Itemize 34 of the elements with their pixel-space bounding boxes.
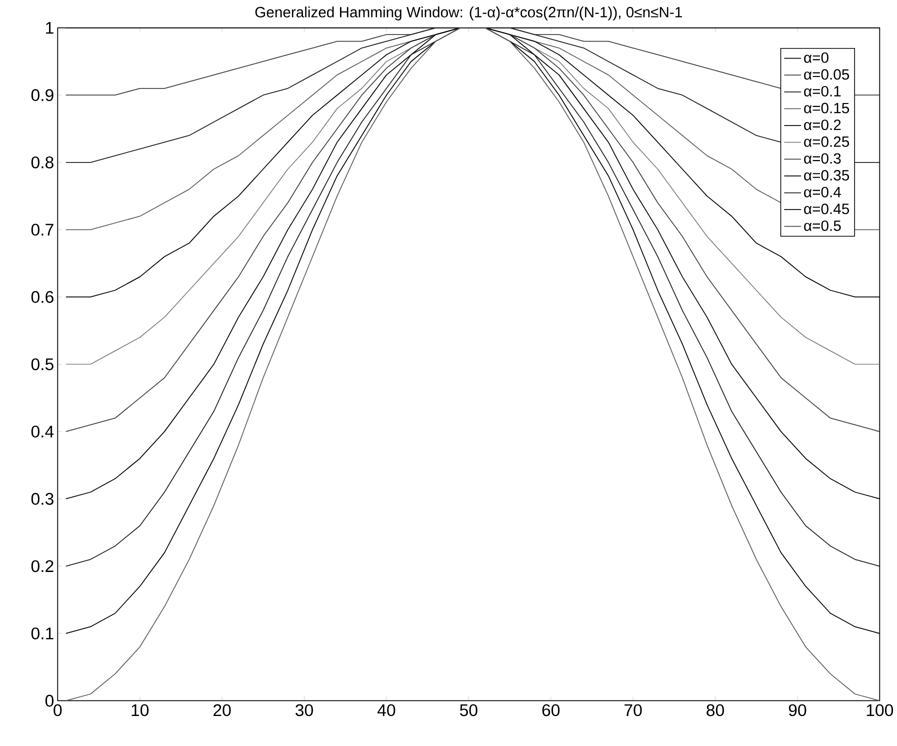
legend-label: α=0.15 xyxy=(804,102,850,114)
legend-label: α=0.2 xyxy=(804,119,841,130)
y-tick-label: 0.3 xyxy=(31,492,54,505)
chart-title: Generalized Hamming Window: (1-α)-α*cos(2πn/(N-1)), 0≤n≤N-1 xyxy=(255,6,682,20)
legend-label: α=0.45 xyxy=(804,203,850,214)
x-tick-label: 100 xyxy=(866,704,894,716)
legend-label: α=0.1 xyxy=(804,86,841,96)
legend-label: α=0.3 xyxy=(804,152,841,164)
x-tick-label: 80 xyxy=(706,704,724,716)
x-tick-label: 70 xyxy=(624,704,642,716)
y-tick-label: 0.9 xyxy=(31,88,54,101)
legend-label: α=0.25 xyxy=(804,136,850,147)
x-tick-label: 90 xyxy=(788,704,806,716)
legend-label: α=0.05 xyxy=(804,68,850,80)
legend-label: α=0.35 xyxy=(804,170,850,180)
y-tick-label: 0.4 xyxy=(31,425,54,438)
y-tick-label: 0.8 xyxy=(31,156,54,168)
y-tick-label: 0 xyxy=(45,694,54,706)
y-tick-label: 0.5 xyxy=(31,358,54,370)
x-tick-label: 40 xyxy=(377,704,396,716)
y-tick-label: 0.6 xyxy=(31,290,54,303)
y-tick-label: 0.1 xyxy=(31,627,54,640)
x-tick-label: 20 xyxy=(214,704,231,716)
legend-label: α=0.5 xyxy=(804,220,841,231)
x-tick-label: 0 xyxy=(54,704,62,716)
y-tick-label: 0.7 xyxy=(31,224,54,236)
y-tick-label: 0.2 xyxy=(31,560,54,572)
legend-label: α=0 xyxy=(804,52,828,63)
x-tick-label: 30 xyxy=(296,704,313,716)
legend-label: α=0.4 xyxy=(804,186,841,198)
x-tick-label: 60 xyxy=(542,704,560,716)
x-tick-label: 10 xyxy=(132,704,149,716)
y-tick-label: 1 xyxy=(46,22,54,34)
x-tick-label: 50 xyxy=(460,704,478,716)
